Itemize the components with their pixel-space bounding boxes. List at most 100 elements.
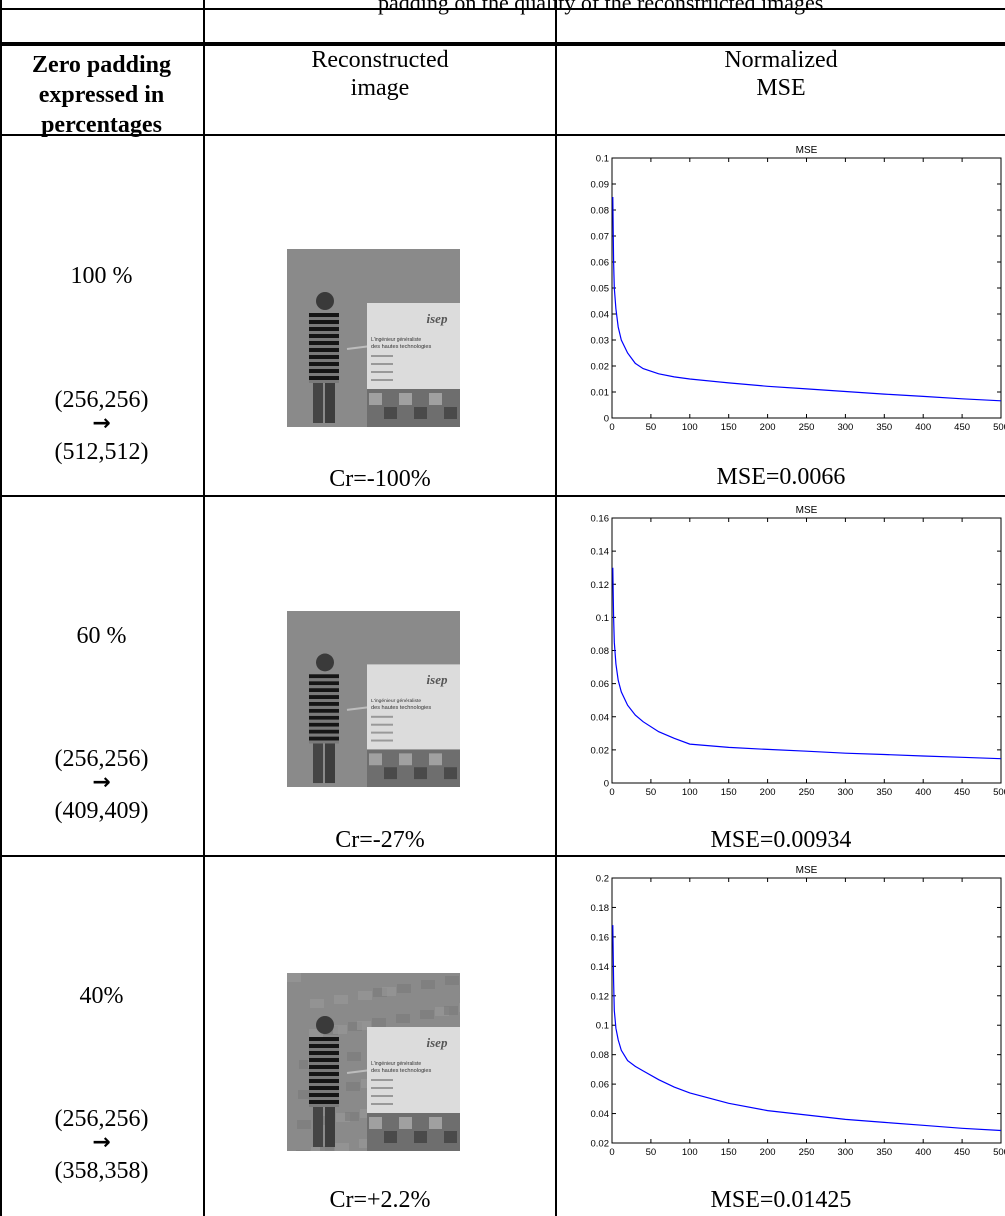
noise-patch	[357, 1021, 371, 1030]
x-tick-label: 50	[646, 1147, 657, 1158]
x-tick-label: 150	[721, 422, 737, 433]
sweater-stripe	[309, 1044, 339, 1048]
row3-to-size: (358,358)	[54, 1158, 149, 1184]
y-tick-label: 0.16	[591, 514, 610, 525]
mse-series-line	[612, 196, 1002, 402]
row1-percent: 100 %	[70, 263, 133, 289]
y-tick-label: 0.12	[591, 991, 610, 1002]
sweater-stripe-light	[309, 1048, 339, 1051]
row1-arrow-icon: →	[92, 411, 111, 436]
banner-text-line	[371, 1079, 393, 1081]
table-rule-2	[0, 134, 1005, 136]
sweater-stripe-light	[309, 352, 339, 355]
sweater-stripe	[309, 1079, 339, 1083]
sweater-stripe-light	[309, 1104, 339, 1107]
y-tick-label: 0.04	[591, 310, 610, 321]
sweater-stripe	[309, 681, 339, 686]
sweater-stripe-light	[309, 331, 339, 334]
x-tick-label: 300	[837, 787, 853, 798]
noise-patch	[421, 980, 435, 989]
noise-patch	[309, 1029, 323, 1038]
row1-compression-ratio: Cr=-100%	[329, 466, 431, 492]
noise-patch	[420, 1010, 434, 1019]
y-tick-label: 0.06	[591, 679, 610, 690]
banner-thumb	[369, 753, 382, 766]
person-leg	[313, 383, 323, 423]
x-tick-label: 350	[876, 422, 892, 433]
sweater-stripe	[309, 708, 339, 713]
sweater-stripe-light	[309, 1090, 339, 1093]
noise-patch	[372, 1018, 386, 1027]
y-tick-label: 0.01	[591, 388, 610, 399]
sweater-stripe	[309, 1065, 339, 1069]
noise-patch	[345, 1112, 359, 1121]
sweater-stripe	[309, 701, 339, 706]
y-tick-label: 0.09	[591, 180, 610, 191]
noise-patch	[333, 1025, 347, 1034]
noise-patch	[397, 984, 411, 993]
sweater-stripe	[309, 348, 339, 352]
x-tick-label: 150	[721, 787, 737, 798]
banner-logo: isep	[427, 1035, 448, 1050]
sweater-stripe-light	[309, 719, 339, 723]
y-tick-label: 0.03	[591, 336, 610, 347]
banner-line1: L'ingénieur généraliste	[371, 1061, 421, 1067]
sweater-stripe	[309, 729, 339, 734]
person-head	[316, 292, 334, 310]
banner-thumb	[399, 393, 412, 405]
sweater-stripe-light	[309, 345, 339, 348]
row2-compression-ratio: Cr=-27%	[335, 827, 425, 853]
noise-patch	[336, 1113, 350, 1122]
mse-series-line	[612, 567, 1002, 760]
y-tick-label: 0.1	[596, 154, 609, 165]
banner-thumb	[414, 1131, 427, 1143]
y-tick-label: 0.14	[591, 962, 610, 973]
sweater-stripe	[309, 1058, 339, 1062]
y-tick-label: 0.08	[591, 1050, 610, 1061]
x-tick-label: 200	[760, 787, 776, 798]
header-line: expressed in	[38, 82, 165, 108]
y-tick-label: 0.14	[591, 547, 610, 558]
noise-patch	[444, 1006, 458, 1015]
sweater-stripe	[309, 688, 339, 693]
noise-patch	[373, 988, 387, 997]
sweater-stripe-light	[309, 1062, 339, 1065]
x-tick-label: 300	[837, 422, 853, 433]
banner-text-line	[371, 739, 393, 742]
banner-thumb	[384, 407, 397, 419]
y-tick-label: 0.02	[591, 1139, 610, 1150]
x-tick-label: 300	[837, 1147, 853, 1158]
table-rule-1b	[0, 44, 1005, 46]
banner-thumb	[369, 393, 382, 405]
banner-logo: isep	[427, 311, 448, 326]
banner-line1: L'ingénieur généraliste	[371, 337, 421, 343]
x-tick-label: 200	[760, 422, 776, 433]
sweater-stripe-light	[309, 699, 339, 702]
y-tick-label: 0.18	[591, 903, 610, 914]
banner-text-line	[371, 715, 393, 718]
banner-text-line	[371, 371, 393, 373]
banner-thumb	[414, 767, 427, 780]
row2-mse-plot: MSE 0 50 100 150 200 250 300 350 400 450 500 0 0.02 0.…	[591, 505, 1005, 798]
sweater-stripe-light	[309, 1097, 339, 1100]
banner-thumb	[414, 407, 427, 419]
y-tick-label: 0.02	[591, 362, 610, 373]
person-leg	[325, 743, 335, 784]
plot-axes-box	[611, 877, 1002, 1144]
header-zero-padding: Zero padding expressed in percentages	[0, 50, 203, 140]
header-line: MSE	[756, 75, 806, 101]
noise-patch	[382, 987, 396, 996]
person-torso	[309, 313, 339, 383]
banner-text-line	[371, 1095, 393, 1097]
row2-arrow-icon: →	[92, 770, 111, 795]
banner-text-line	[371, 355, 393, 357]
plot-axes-box	[611, 157, 1002, 419]
sweater-stripe	[309, 376, 339, 380]
row3-mse-plot: MSE 0 50 100 150 200 250 300 350 400 450 500 0.02 0.0…	[591, 865, 1005, 1158]
noise-patch	[320, 1146, 334, 1151]
noise-patch	[299, 1060, 313, 1069]
plot-title: MSE	[796, 865, 818, 876]
x-tick-label: 500	[993, 1147, 1005, 1158]
